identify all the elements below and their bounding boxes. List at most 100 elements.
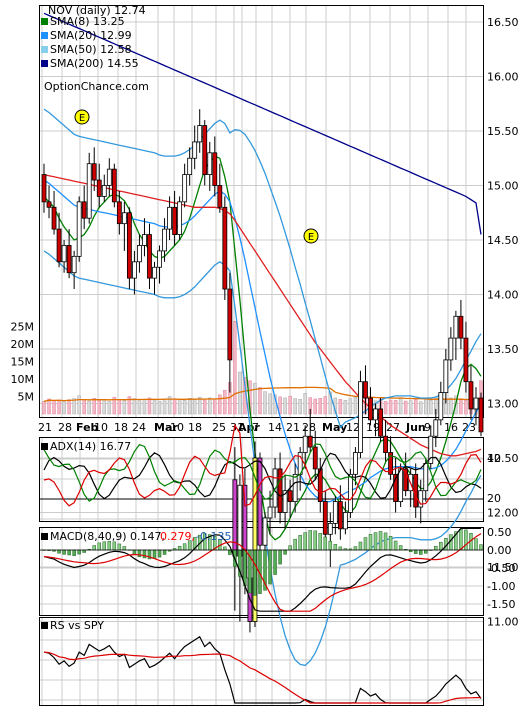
volume-bar xyxy=(102,399,107,415)
volume-bar xyxy=(47,398,51,415)
legend-label: SMA(50) 12.58 xyxy=(50,43,132,56)
candle-body xyxy=(126,212,132,279)
candle-body xyxy=(378,408,383,437)
candle-body xyxy=(418,490,424,508)
volume-bar xyxy=(313,398,317,415)
candle-body xyxy=(413,473,419,508)
macd-histogram-bar xyxy=(439,541,443,551)
volume-bar xyxy=(77,395,81,415)
volume-tick-label: 20M xyxy=(11,338,35,351)
price-panel-frame xyxy=(39,5,484,418)
candle-body xyxy=(342,512,348,530)
minus-di-line xyxy=(43,423,482,507)
volume-bar xyxy=(82,399,86,415)
candle-body xyxy=(358,381,363,453)
price-tick-label: 13.50 xyxy=(487,343,519,356)
macd-histogram-bar xyxy=(228,549,232,555)
volume-bar xyxy=(459,398,463,415)
volume-bar xyxy=(383,401,388,415)
price-tick-label: 15.00 xyxy=(487,180,519,193)
candle-body xyxy=(322,501,328,535)
rs-label: RS vs SPY xyxy=(50,619,104,632)
volume-bar xyxy=(278,396,282,415)
macd-histogram-bar xyxy=(112,541,117,551)
grid-lines xyxy=(40,6,483,705)
earnings-marker-icon[interactable]: E xyxy=(74,109,90,125)
date-tick-label: May xyxy=(322,421,347,434)
macd-histogram-bar xyxy=(388,535,393,551)
date-tick-label: 10 xyxy=(170,421,184,434)
earnings-marker-icon[interactable]: E xyxy=(303,228,319,244)
price-tick-label: 14.00 xyxy=(487,289,519,302)
macd-histogram-value: -0.135 xyxy=(196,530,231,543)
price-tick-label: 16.50 xyxy=(487,16,519,29)
candle-body xyxy=(478,397,484,433)
macd-histogram-bar xyxy=(253,549,257,596)
volume-bar xyxy=(253,382,257,415)
candle-body xyxy=(232,479,238,557)
sma-line-sma200 xyxy=(43,12,482,235)
candle-body xyxy=(423,463,429,492)
macd-histogram-bar xyxy=(318,533,323,551)
volume-bar xyxy=(408,400,413,415)
rs-legend: RS vs SPY xyxy=(41,619,104,632)
candle-body xyxy=(177,201,183,235)
macd-histogram-bar xyxy=(77,549,81,555)
candle-body xyxy=(207,152,213,176)
macd-histogram-bar xyxy=(142,549,147,559)
price-tick-label: 15.50 xyxy=(487,125,519,138)
plus-di-line xyxy=(43,443,482,502)
macd-legend: MACD(8,40,9) 0.147, 0.279, -0.135 xyxy=(41,530,231,543)
candle-body xyxy=(287,490,293,503)
candle-body xyxy=(453,315,459,339)
candle-body xyxy=(252,457,258,622)
volume-bar xyxy=(388,399,393,415)
macd-histogram-bar xyxy=(373,532,378,551)
candle-body xyxy=(212,152,218,186)
candle-body xyxy=(172,206,177,235)
volume-bar xyxy=(197,396,202,415)
macd-histogram-bar xyxy=(182,543,187,551)
volume-bar xyxy=(117,399,122,415)
price-tick-label: 13.00 xyxy=(487,398,519,411)
volume-bar xyxy=(202,399,207,415)
macd-histogram-bar xyxy=(72,549,76,556)
volume-bar xyxy=(92,398,96,415)
volume-bar xyxy=(157,400,162,415)
candle-body xyxy=(142,234,147,246)
rs-indicator xyxy=(43,635,482,704)
candle-body xyxy=(56,228,62,263)
candlesticks xyxy=(41,109,484,633)
adx-tick-label: 40 xyxy=(487,452,501,465)
macd-histogram-bar xyxy=(298,535,302,551)
candle-body xyxy=(257,457,263,546)
date-tick-label: 9 xyxy=(424,421,431,434)
macd-histogram-bar xyxy=(122,546,127,551)
macd-histogram-bar xyxy=(223,546,227,551)
macd-histogram-bar xyxy=(273,549,277,575)
candle-body xyxy=(61,245,67,263)
price-axis: 16.50 16.00 15.50 15.00 14.50 14.00 13.50 13.00… xyxy=(487,16,519,629)
candle-body xyxy=(403,468,409,492)
volume-bar xyxy=(418,401,423,415)
volume-axis: 25M 20M 15M 10M 5M xyxy=(11,321,35,404)
candle-body xyxy=(468,381,474,410)
date-tick-label: 18 xyxy=(114,421,128,434)
volume-bar xyxy=(258,387,262,415)
candle-body xyxy=(137,245,142,263)
candle-body xyxy=(81,201,87,219)
candle-body xyxy=(307,435,313,448)
candle-body xyxy=(222,206,228,290)
volume-bar xyxy=(132,398,137,415)
volume-bar xyxy=(142,399,147,415)
candle-body xyxy=(337,501,343,530)
price-tick-label: 12.00 xyxy=(487,507,519,520)
candle-body xyxy=(116,201,122,225)
macd-histogram-bar xyxy=(393,540,398,551)
watermark-text: OptionChance.com xyxy=(44,80,149,93)
macd-histogram-bar xyxy=(137,549,142,558)
macd-histogram-bar xyxy=(278,549,282,565)
macd-histogram-bar xyxy=(479,544,483,551)
candle-body xyxy=(393,473,399,503)
